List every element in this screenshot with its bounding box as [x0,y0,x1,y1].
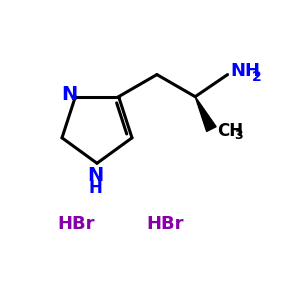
Polygon shape [195,97,216,131]
Text: CH: CH [217,122,243,140]
Text: N: N [87,166,104,185]
Text: HBr: HBr [146,214,184,232]
Text: HBr: HBr [58,214,95,232]
Text: 3: 3 [234,129,243,142]
Text: H: H [88,179,103,197]
Text: N: N [61,85,77,104]
Text: 2: 2 [252,70,262,84]
Text: NH: NH [230,62,260,80]
